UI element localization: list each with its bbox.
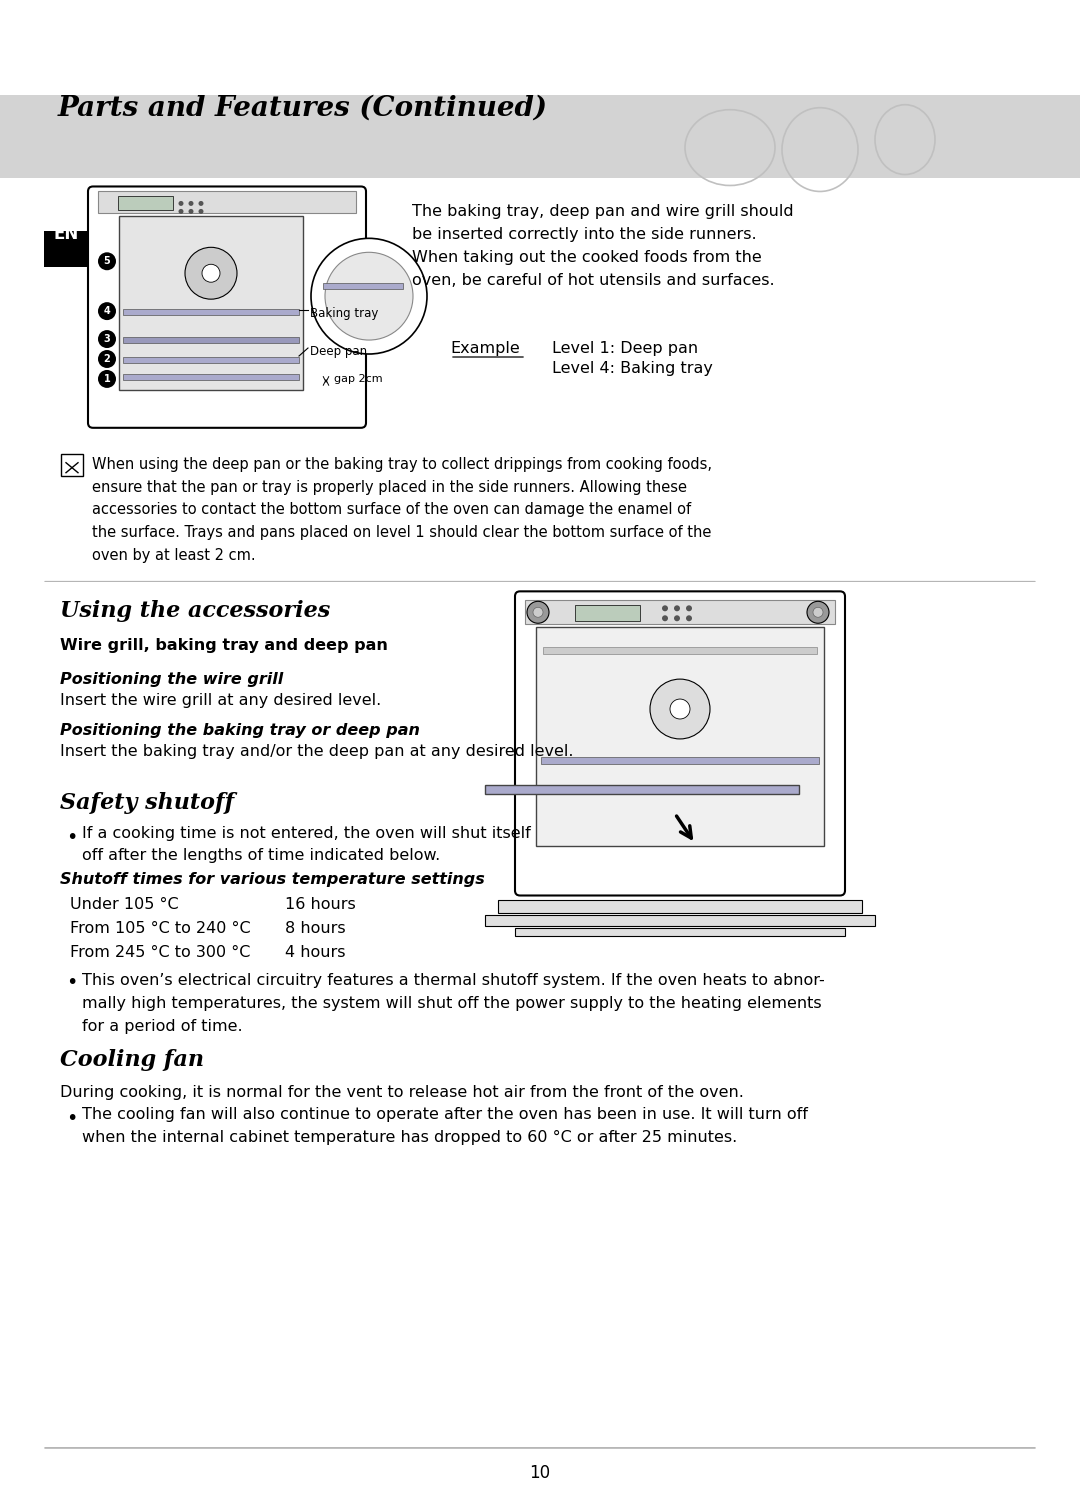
Circle shape xyxy=(185,247,237,299)
Text: 10: 10 xyxy=(529,1464,551,1482)
FancyBboxPatch shape xyxy=(118,196,173,211)
FancyBboxPatch shape xyxy=(575,605,640,621)
Circle shape xyxy=(674,605,680,611)
Circle shape xyxy=(178,210,184,214)
Circle shape xyxy=(199,210,203,214)
Circle shape xyxy=(662,615,669,621)
Text: Wire grill, baking tray and deep pan: Wire grill, baking tray and deep pan xyxy=(60,637,388,654)
Text: 3: 3 xyxy=(104,334,110,345)
FancyBboxPatch shape xyxy=(323,284,403,290)
Circle shape xyxy=(189,210,193,214)
Text: When using the deep pan or the baking tray to collect drippings from cooking foo: When using the deep pan or the baking tr… xyxy=(92,456,712,563)
Text: Safety shutoff: Safety shutoff xyxy=(60,792,234,814)
Text: Insert the baking tray and/or the deep pan at any desired level.: Insert the baking tray and/or the deep p… xyxy=(60,744,573,759)
Text: 16 hours: 16 hours xyxy=(285,898,355,912)
Circle shape xyxy=(189,201,193,207)
Text: The cooling fan will also continue to operate after the oven has been in use. It: The cooling fan will also continue to op… xyxy=(82,1107,808,1144)
FancyBboxPatch shape xyxy=(485,915,875,926)
Circle shape xyxy=(813,608,823,617)
Circle shape xyxy=(686,605,692,611)
FancyBboxPatch shape xyxy=(119,217,303,389)
Circle shape xyxy=(98,253,116,270)
Text: 4: 4 xyxy=(104,306,110,317)
Text: Shutoff times for various temperature settings: Shutoff times for various temperature se… xyxy=(60,872,485,887)
Circle shape xyxy=(98,330,116,348)
Text: If a cooking time is not entered, the oven will shut itself
off after the length: If a cooking time is not entered, the ov… xyxy=(82,826,530,863)
Text: Under 105 °C: Under 105 °C xyxy=(70,898,178,912)
Text: •: • xyxy=(66,828,78,847)
FancyBboxPatch shape xyxy=(541,756,819,764)
Text: Insert the wire grill at any desired level.: Insert the wire grill at any desired lev… xyxy=(60,692,381,707)
Text: Parts and Features (Continued): Parts and Features (Continued) xyxy=(58,95,548,122)
FancyBboxPatch shape xyxy=(0,95,1080,177)
FancyBboxPatch shape xyxy=(123,374,299,380)
Circle shape xyxy=(807,602,829,623)
Circle shape xyxy=(202,265,220,282)
Circle shape xyxy=(527,602,549,623)
Circle shape xyxy=(178,201,184,207)
FancyBboxPatch shape xyxy=(44,232,87,267)
Text: From 105 °C to 240 °C: From 105 °C to 240 °C xyxy=(70,921,251,936)
Text: The baking tray, deep pan and wire grill should
be inserted correctly into the s: The baking tray, deep pan and wire grill… xyxy=(411,205,794,288)
Text: Deep pan: Deep pan xyxy=(310,345,367,358)
Text: 1: 1 xyxy=(104,374,110,383)
Text: Level 4: Baking tray: Level 4: Baking tray xyxy=(552,361,713,376)
Circle shape xyxy=(670,698,690,719)
Text: 8 hours: 8 hours xyxy=(285,921,346,936)
FancyBboxPatch shape xyxy=(515,929,845,936)
FancyBboxPatch shape xyxy=(123,357,299,363)
FancyBboxPatch shape xyxy=(498,901,862,914)
Circle shape xyxy=(311,238,427,354)
FancyBboxPatch shape xyxy=(98,192,356,214)
FancyBboxPatch shape xyxy=(60,453,83,476)
Text: gap 2cm: gap 2cm xyxy=(334,374,382,383)
Circle shape xyxy=(674,615,680,621)
Text: During cooking, it is normal for the vent to release hot air from the front of t: During cooking, it is normal for the ven… xyxy=(60,1085,744,1100)
Text: Using the accessories: Using the accessories xyxy=(60,600,330,623)
FancyBboxPatch shape xyxy=(525,600,835,624)
Text: •: • xyxy=(66,973,78,993)
Circle shape xyxy=(686,615,692,621)
FancyBboxPatch shape xyxy=(515,591,845,896)
Text: Positioning the wire grill: Positioning the wire grill xyxy=(60,672,283,687)
Text: Cooling fan: Cooling fan xyxy=(60,1049,204,1071)
Text: 4 hours: 4 hours xyxy=(285,945,346,960)
Circle shape xyxy=(98,370,116,388)
Text: 5: 5 xyxy=(104,256,110,266)
FancyBboxPatch shape xyxy=(87,186,366,428)
FancyBboxPatch shape xyxy=(123,337,299,343)
FancyBboxPatch shape xyxy=(123,309,299,315)
Text: •: • xyxy=(66,1109,78,1128)
Text: Positioning the baking tray or deep pan: Positioning the baking tray or deep pan xyxy=(60,724,420,739)
FancyBboxPatch shape xyxy=(536,627,824,846)
Circle shape xyxy=(98,351,116,369)
Text: 2: 2 xyxy=(104,354,110,364)
Circle shape xyxy=(98,302,116,319)
Text: EN: EN xyxy=(53,226,79,244)
Circle shape xyxy=(325,253,413,340)
Circle shape xyxy=(662,605,669,611)
Text: Level 1: Deep pan: Level 1: Deep pan xyxy=(552,342,698,357)
Circle shape xyxy=(534,608,543,617)
Circle shape xyxy=(199,201,203,207)
Text: From 245 °C to 300 °C: From 245 °C to 300 °C xyxy=(70,945,251,960)
Text: Baking tray: Baking tray xyxy=(310,308,378,319)
FancyBboxPatch shape xyxy=(485,785,799,794)
Circle shape xyxy=(650,679,710,739)
Text: This oven’s electrical circuitry features a thermal shutoff system. If the oven : This oven’s electrical circuitry feature… xyxy=(82,973,825,1034)
FancyBboxPatch shape xyxy=(543,648,816,654)
Text: Example: Example xyxy=(450,342,519,357)
